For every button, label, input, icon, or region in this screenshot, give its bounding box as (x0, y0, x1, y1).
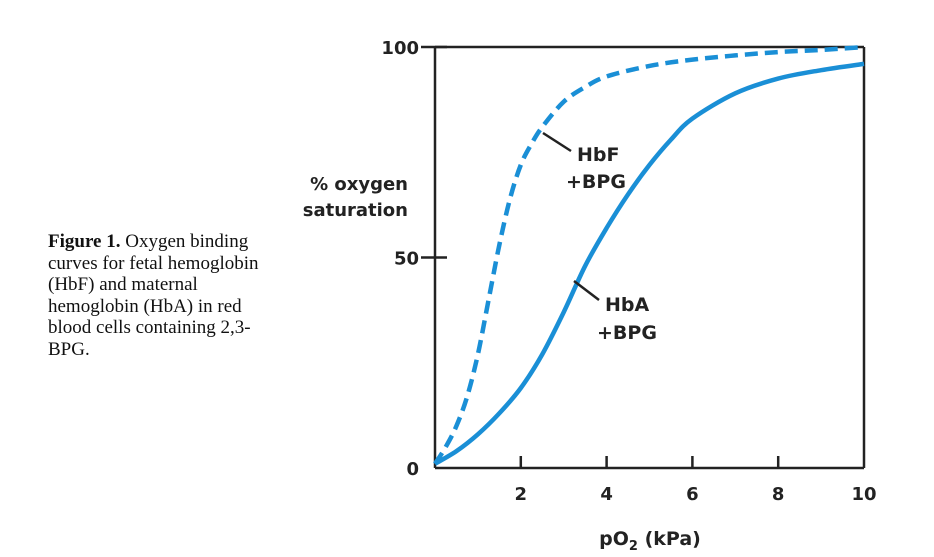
x-tick-label: 4 (600, 484, 613, 505)
x-axis-label-unit: (kPa) (638, 528, 701, 550)
x-tick-label: 10 (851, 484, 876, 505)
chart-series (433, 44, 865, 466)
x-tick-label: 2 (515, 484, 528, 505)
x-axis-label-main: pO (599, 528, 629, 550)
series-label-hbf-line2: +BPG (566, 171, 626, 193)
series-label-hbf-line1: HbF (577, 144, 619, 166)
x-tick-label: 8 (772, 484, 785, 505)
y-axis-label-line2: saturation (303, 200, 408, 221)
hba-curve (433, 61, 865, 466)
x-tick-label: 6 (686, 484, 699, 505)
y-tick-label: 50 (394, 249, 419, 270)
y-tick-label: 0 (406, 459, 419, 480)
caption-text: Oxygen binding curves for fetal hemoglob… (48, 231, 259, 360)
series-label-hba-line2: +BPG (597, 322, 657, 344)
y-axis-label-line1: % oxygen (310, 174, 408, 195)
series-label-hba-leader (573, 280, 600, 301)
chart-axes: 0 50 100 2 4 6 8 10 (381, 38, 876, 505)
caption-label: Figure 1. (48, 231, 121, 252)
x-axis-label-sub: 2 (629, 539, 638, 554)
figure-caption: Figure 1. Oxygen binding curves for feta… (48, 231, 284, 360)
chart-labels: % oxygen saturation pO2 (kPa) HbF +BPG H… (303, 131, 701, 554)
hbf-curve (433, 44, 865, 466)
series-label-hbf-leader (542, 131, 572, 153)
y-tick-label: 100 (381, 38, 419, 59)
x-axis-label: pO2 (kPa) (599, 528, 701, 554)
series-label-hba-line1: HbA (605, 294, 650, 316)
